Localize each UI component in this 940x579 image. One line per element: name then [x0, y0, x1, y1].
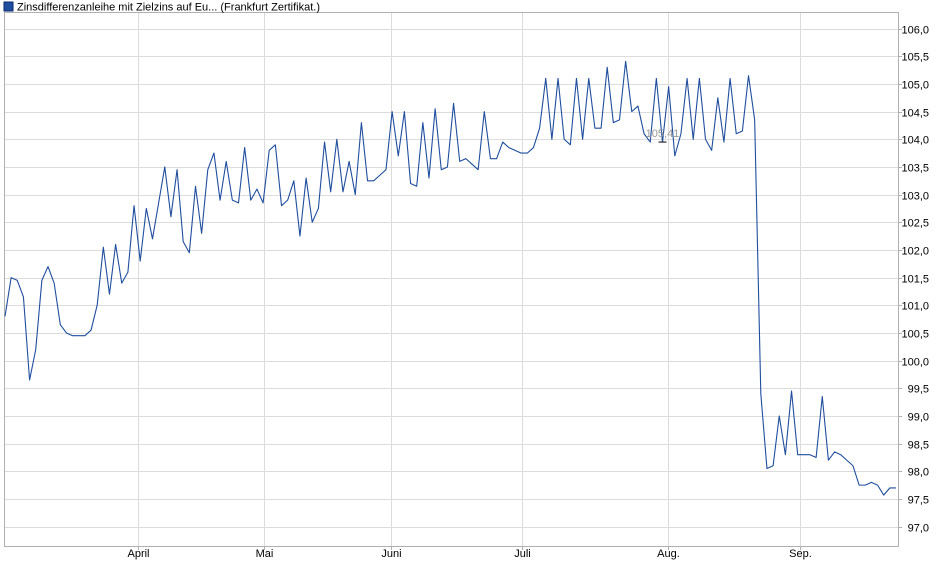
- annotations: 105,4197,57: [646, 128, 680, 143]
- y-tick-label: 99,0: [908, 412, 929, 424]
- y-tick-label: 103,0: [901, 191, 929, 203]
- y-tick-label: 104,0: [901, 135, 929, 147]
- legend: Zinsdifferenzanleihe mit Zielzins auf Eu…: [3, 1, 320, 14]
- x-tick-label: April: [127, 548, 149, 560]
- y-tick-label: 102,5: [901, 218, 929, 230]
- x-tick-label: Mai: [256, 548, 274, 560]
- x-tick-label: Sep.: [789, 548, 812, 560]
- y-tick-label: 105,5: [901, 52, 929, 64]
- y-axis: 97,0 97,5 98,0 98,5 99,0 99,5 100,0 100,5 101,0 1…: [898, 25, 929, 535]
- y-tick-label: 100,0: [901, 357, 929, 369]
- max-value-label: 105,41: [646, 128, 680, 140]
- y-tick-label: 106,0: [901, 25, 929, 37]
- plot-area-border: [4, 12, 899, 547]
- y-tick-label: 105,0: [901, 80, 929, 92]
- y-tick-label: 100,5: [901, 329, 929, 341]
- y-tick-label: 104,5: [901, 108, 929, 120]
- y-tick-label: 97,0: [908, 523, 929, 535]
- y-tick-label: 101,0: [901, 301, 929, 313]
- legend-swatch: [3, 1, 14, 12]
- y-tick-label: 101,5: [901, 274, 929, 286]
- x-tick-label: Juli: [514, 548, 531, 560]
- y-tick-label: 98,5: [908, 440, 929, 452]
- series-group: [4, 60, 896, 496]
- y-tick-label: 97,5: [908, 495, 929, 507]
- x-axis: April Mai Juni Juli Aug. Sep.: [127, 546, 812, 560]
- y-tick-label: 99,5: [908, 384, 929, 396]
- grid-lines: [4, 12, 898, 546]
- legend-label: Zinsdifferenzanleihe mit Zielzins auf Eu…: [17, 2, 320, 14]
- y-tick-label: 102,0: [901, 246, 929, 258]
- y-tick-label: 98,0: [908, 467, 929, 479]
- x-tick-label: Juni: [381, 548, 401, 560]
- y-tick-label: 103,5: [901, 163, 929, 175]
- series-line: [4, 60, 896, 496]
- x-tick-label: Aug.: [657, 548, 680, 560]
